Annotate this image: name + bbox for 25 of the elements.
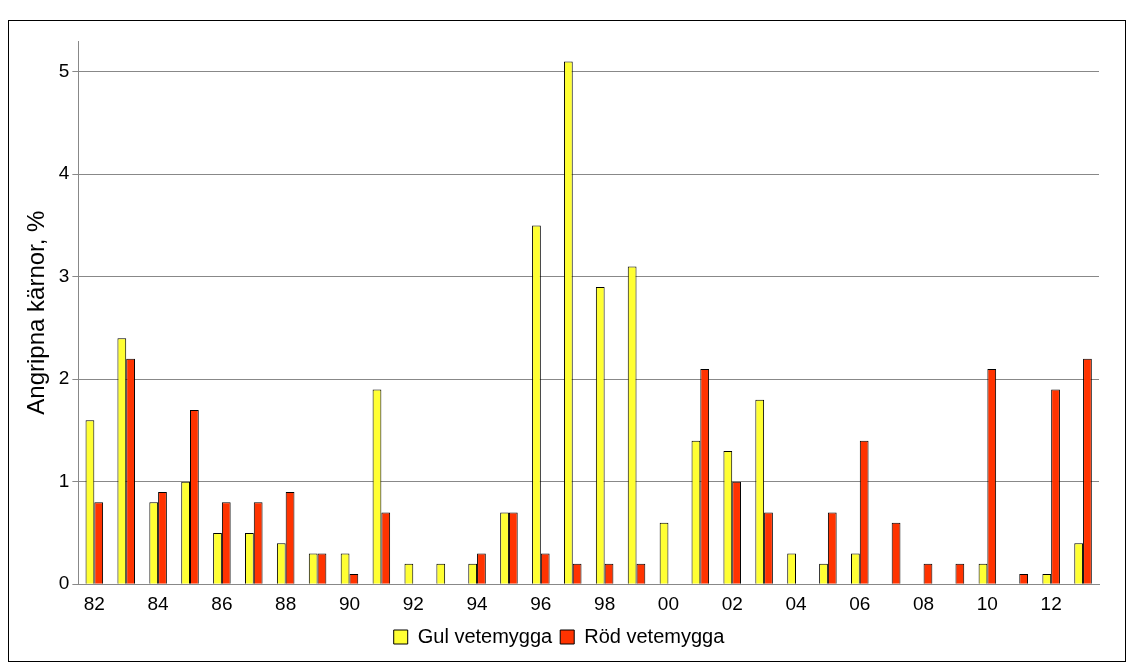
y-axis-title: Angripna kärnor, %	[22, 210, 50, 415]
x-tick-label: 84	[147, 592, 170, 614]
y-tick-label: 4	[58, 162, 70, 184]
x-tick-label: 94	[466, 592, 489, 614]
y-tick-label: 2	[58, 367, 70, 389]
x-tick-label: 00	[657, 592, 679, 614]
x-tick-label: 10	[976, 592, 998, 614]
legend-label: Gul vetemygga	[417, 624, 554, 647]
legend-label: Röd vetemygga	[584, 624, 726, 647]
x-tick-label: 12	[1040, 592, 1062, 614]
y-tick-label: 1	[58, 469, 70, 491]
y-tick-label: 5	[58, 59, 70, 81]
y-tick-label: 3	[58, 264, 70, 286]
y-tick-label: 0	[58, 572, 70, 594]
x-tick-label: 06	[849, 592, 871, 614]
x-tick-label: 08	[913, 592, 935, 614]
x-tick-label: 02	[721, 592, 743, 614]
x-tick-label: 04	[785, 592, 807, 614]
x-tick-label: 88	[275, 592, 297, 614]
x-tick-label: 86	[211, 592, 233, 614]
x-tick-label: 98	[594, 592, 616, 614]
x-tick-label: 96	[530, 592, 552, 614]
x-tick-label: 90	[338, 592, 361, 614]
x-tick-label: 92	[402, 592, 424, 614]
x-tick-label: 82	[83, 592, 105, 614]
